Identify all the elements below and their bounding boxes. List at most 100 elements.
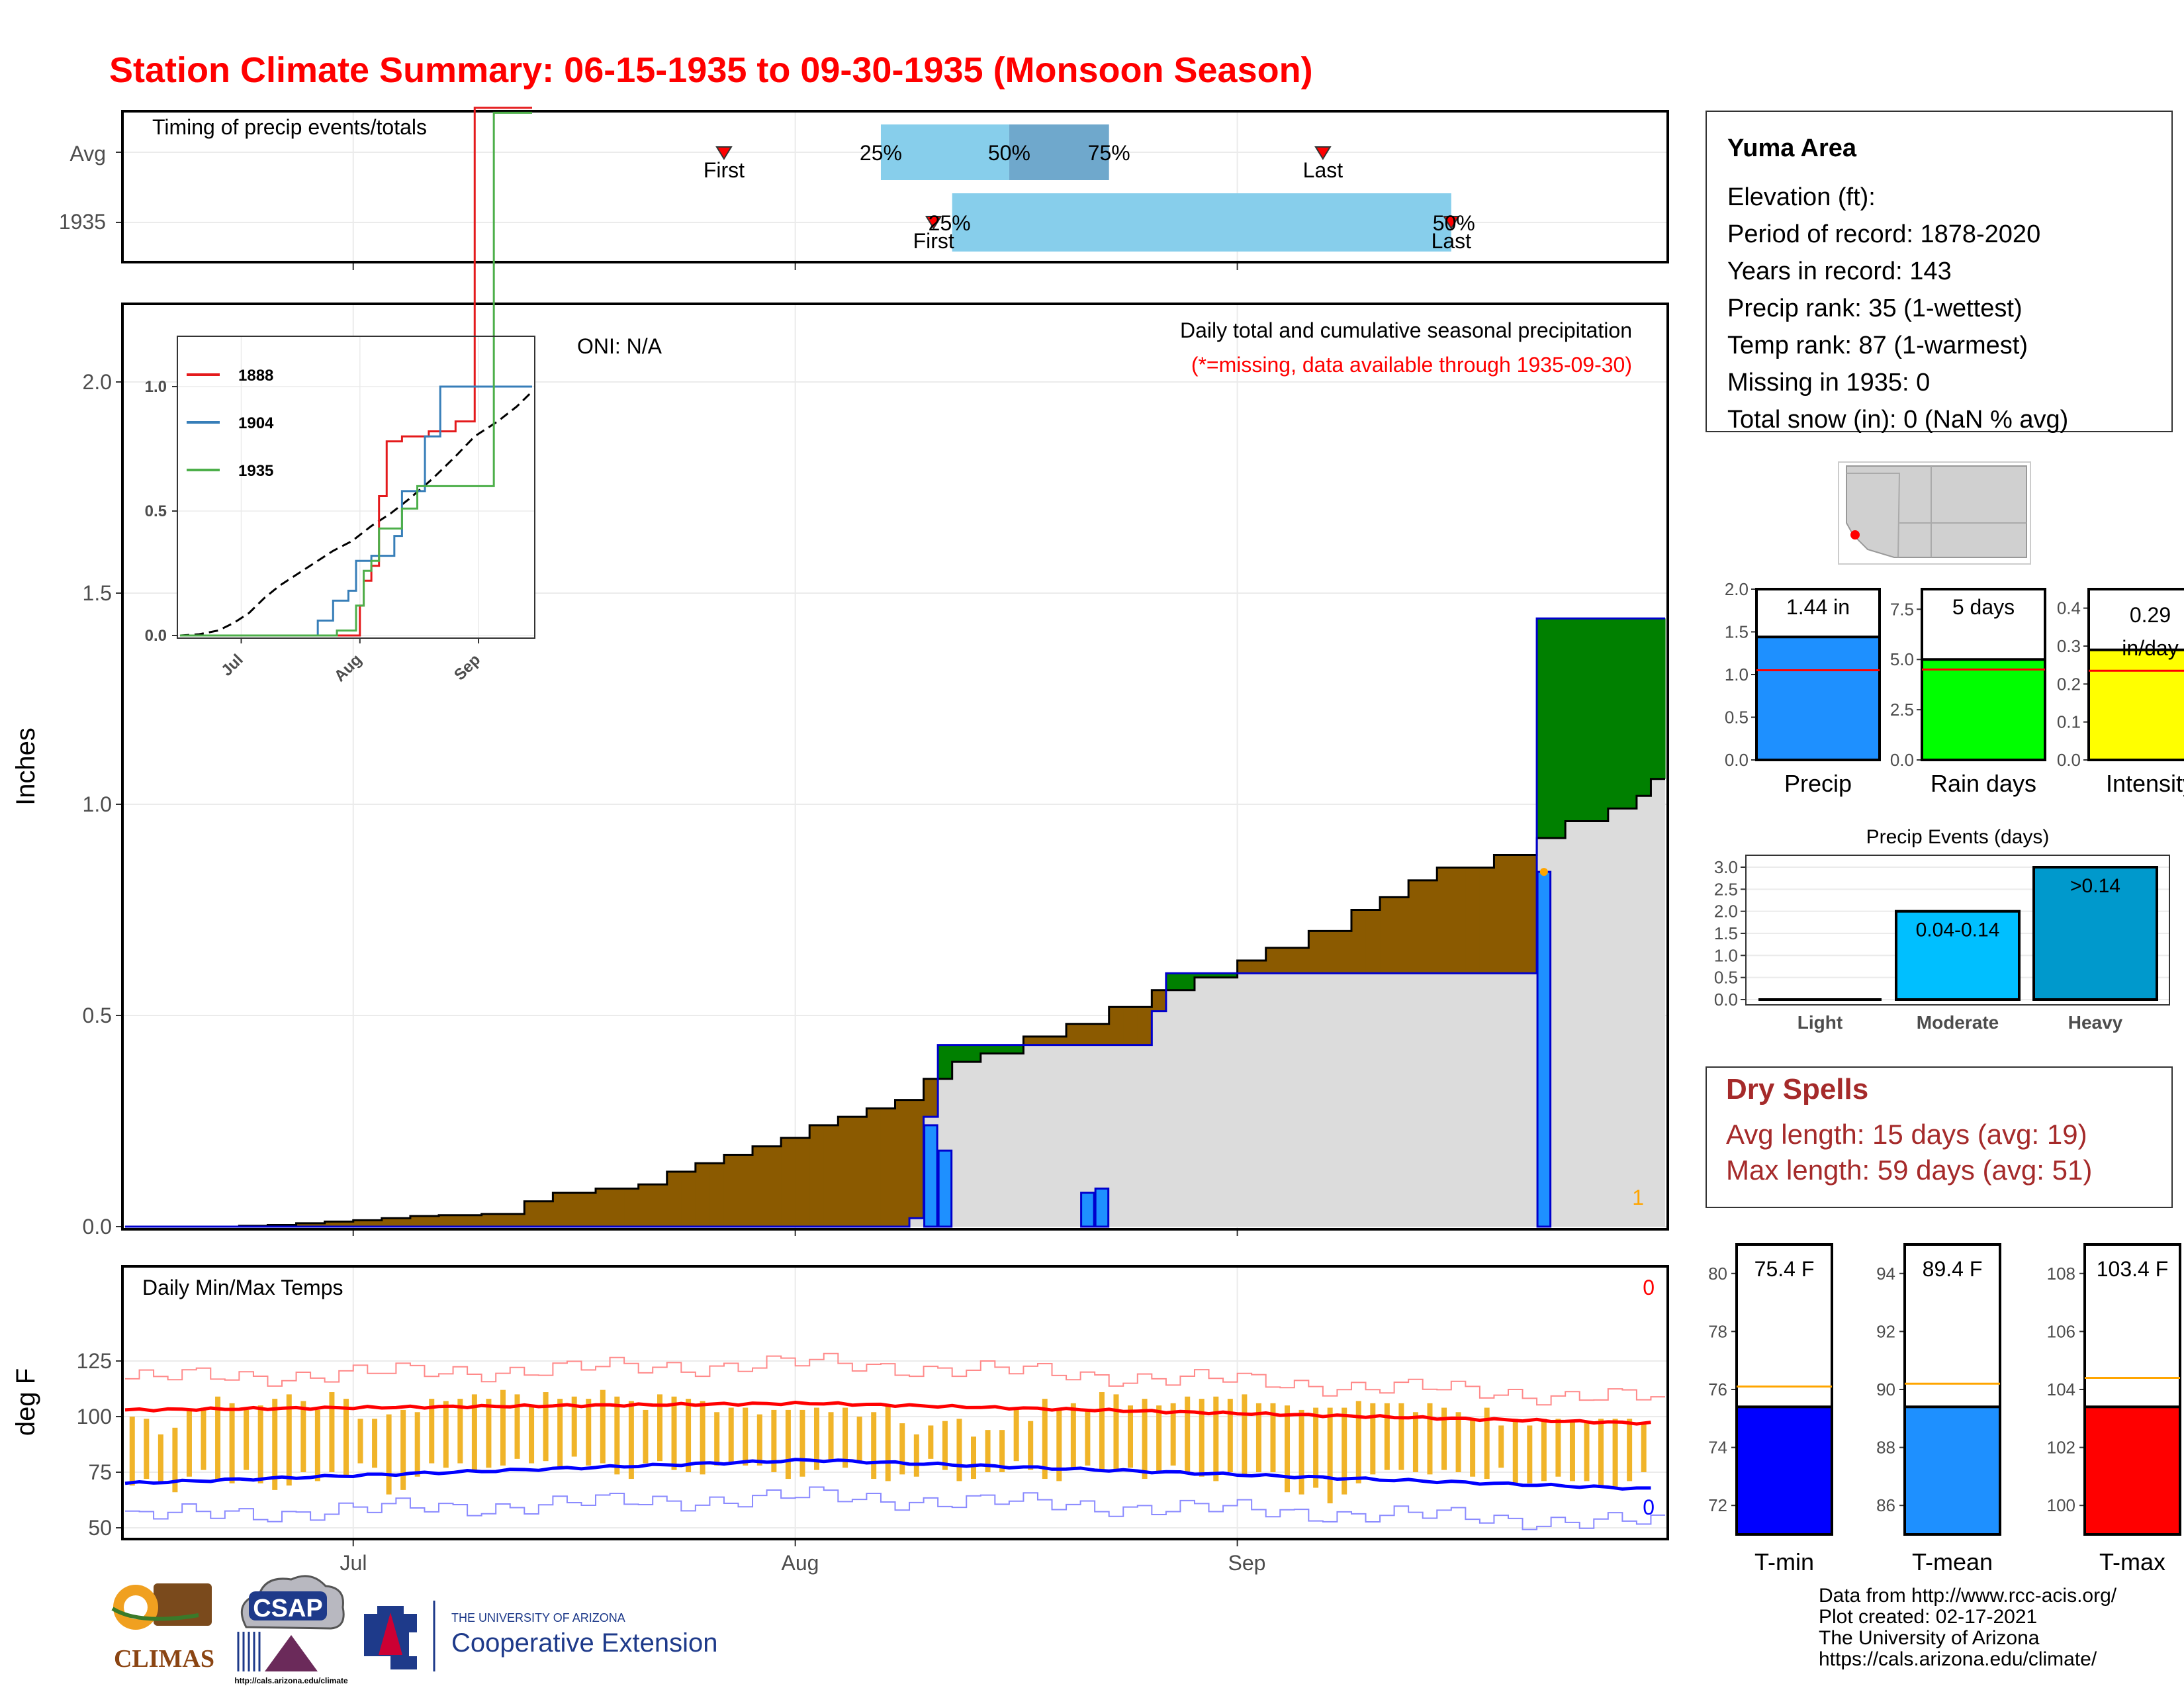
deficit-area (481, 1213, 496, 1227)
deficit-area (880, 1108, 896, 1227)
year-25-50-bar (952, 193, 1451, 252)
daily-temp-range-bar (1427, 1403, 1433, 1475)
surplus-area (1636, 618, 1652, 796)
credit-line-1: Data from http://www.rcc-acis.org/ (1819, 1585, 2117, 1607)
surplus-area (1594, 618, 1609, 821)
deficit-area (653, 1184, 668, 1227)
mini-bar-value: 5 days (1952, 595, 2015, 619)
daily-temp-range-bar (1128, 1405, 1134, 1468)
daily-temp-range-bar (1070, 1403, 1076, 1468)
avg-cumulative-line (125, 778, 1665, 1228)
max-daily-marker (1539, 868, 1548, 876)
daily-temp-range-bar (1470, 1419, 1476, 1477)
deficit-area (567, 1192, 582, 1227)
precip-ytick-label: 1.0 (83, 792, 112, 816)
deficit-area (410, 1216, 426, 1227)
daily-temp-range-bar (529, 1405, 535, 1464)
daily-temp-range-bar (1013, 1407, 1019, 1462)
events-ytick-label: 2.5 (1714, 879, 1738, 899)
daily-temp-range-bar (956, 1419, 962, 1481)
precip-ytick-label: 1.5 (83, 581, 112, 605)
daily-temp-range-bar (571, 1396, 577, 1457)
deficit-area (766, 1146, 782, 1227)
events-ytick-label: 1.5 (1714, 923, 1738, 943)
climas-logo: CLIMAS (111, 1583, 214, 1673)
csap-logo-text: CSAP (253, 1595, 323, 1622)
daily-temp-range-bar (1527, 1425, 1533, 1483)
tmin-record-line (125, 1486, 1665, 1530)
deficit-area (353, 1220, 368, 1227)
xtick-jul: Jul (340, 1551, 367, 1575)
page-title: Station Climate Summary: 06-15-1935 to 0… (109, 50, 1313, 90)
year-50-label: 50% (1433, 211, 1475, 235)
deficit-area (1152, 990, 1167, 1011)
deficit-area (795, 1138, 810, 1227)
precip-ytick-label: 0.5 (83, 1004, 112, 1027)
mini-bar-value: 0.29 (2130, 603, 2171, 627)
daily-temp-range-bar (842, 1407, 848, 1468)
avg-50-75-bar (1009, 124, 1109, 180)
deficit-area (1479, 867, 1495, 974)
xtick-aug: Aug (782, 1551, 819, 1575)
inset-legend-1888: 1888 (238, 367, 273, 385)
daily-temp-range-bar (771, 1409, 777, 1472)
events-frame (1745, 855, 2170, 1006)
event-bar-moderate (1895, 910, 2021, 1001)
deficit-area (1508, 855, 1524, 974)
deficit-area (424, 1216, 439, 1227)
deficit-area (895, 1100, 910, 1227)
daily-temp-range-bar (628, 1401, 634, 1479)
deficit-area (809, 1125, 825, 1227)
dry-spells-avg: Avg length: 15 days (avg: 19) (1726, 1119, 2087, 1150)
event-bar-heavy (2032, 866, 2158, 1001)
daily-temp-range-bar (244, 1409, 250, 1470)
precip-ytick-label: 2.0 (83, 370, 112, 394)
daily-temp-range-bar (1412, 1412, 1418, 1472)
daily-temp-range-bar (1612, 1419, 1618, 1488)
missing-count: 1 (1632, 1186, 1644, 1209)
deficit-area (538, 1201, 553, 1227)
daily-temp-range-bar (586, 1399, 592, 1466)
temp-bar-ytick-label: 74 (1708, 1438, 1727, 1458)
daily-temp-range-bar (928, 1425, 934, 1459)
deficit-area (781, 1138, 796, 1227)
daily-temp-range-bar (1313, 1407, 1319, 1488)
daily-temp-range-bar (1042, 1399, 1048, 1479)
tmax-missing-count: 0 (1643, 1276, 1655, 1299)
deficit-area (524, 1201, 539, 1227)
surplus-area (1565, 618, 1580, 821)
daily-temp-range-bar (1598, 1419, 1604, 1488)
daily-temp-range-bar (614, 1396, 620, 1475)
temp-bar-t-max (2083, 1405, 2181, 1536)
year-25-label: 25% (929, 211, 971, 235)
credit-line-2: Plot created: 02-17-2021 (1819, 1606, 2037, 1628)
deficit-area (838, 1117, 853, 1227)
deficit-area (1522, 855, 1537, 974)
surplus-area (1608, 618, 1623, 809)
events-title: Precip Events (days) (1866, 826, 2050, 848)
daily-temp-range-bar (828, 1412, 834, 1462)
deficit-area (596, 1188, 611, 1227)
precip-ylabel: Inches (11, 727, 40, 806)
deficit-area (695, 1163, 710, 1227)
daily-temp-range-bar (1384, 1403, 1390, 1470)
daily-precip-bar (937, 1149, 953, 1228)
mini-ytick-label: 7.5 (1890, 599, 1914, 619)
daily-temp-range-bar (443, 1401, 449, 1468)
temp-bar-t-mean (1903, 1405, 2001, 1536)
daily-temp-range-bar (1270, 1403, 1276, 1472)
deficit-area (296, 1223, 311, 1227)
deficit-area (324, 1221, 340, 1227)
deficit-area (738, 1154, 753, 1227)
avg-25-50-bar (880, 124, 1009, 180)
deficit-area (510, 1213, 525, 1227)
daily-temp-range-bar (457, 1399, 463, 1464)
events-ytick-label: 2.0 (1714, 902, 1738, 921)
avg-first-marker (715, 146, 733, 160)
daily-temp-range-bar (286, 1394, 292, 1486)
deficit-area (852, 1117, 868, 1227)
daily-temp-range-bar (386, 1414, 392, 1495)
temp-bar-ytick-label: 78 (1708, 1321, 1727, 1341)
event-bar-label: >0.14 (2070, 875, 2120, 897)
credit-line-4: https://cals.arizona.edu/climate/ (1819, 1648, 2097, 1670)
